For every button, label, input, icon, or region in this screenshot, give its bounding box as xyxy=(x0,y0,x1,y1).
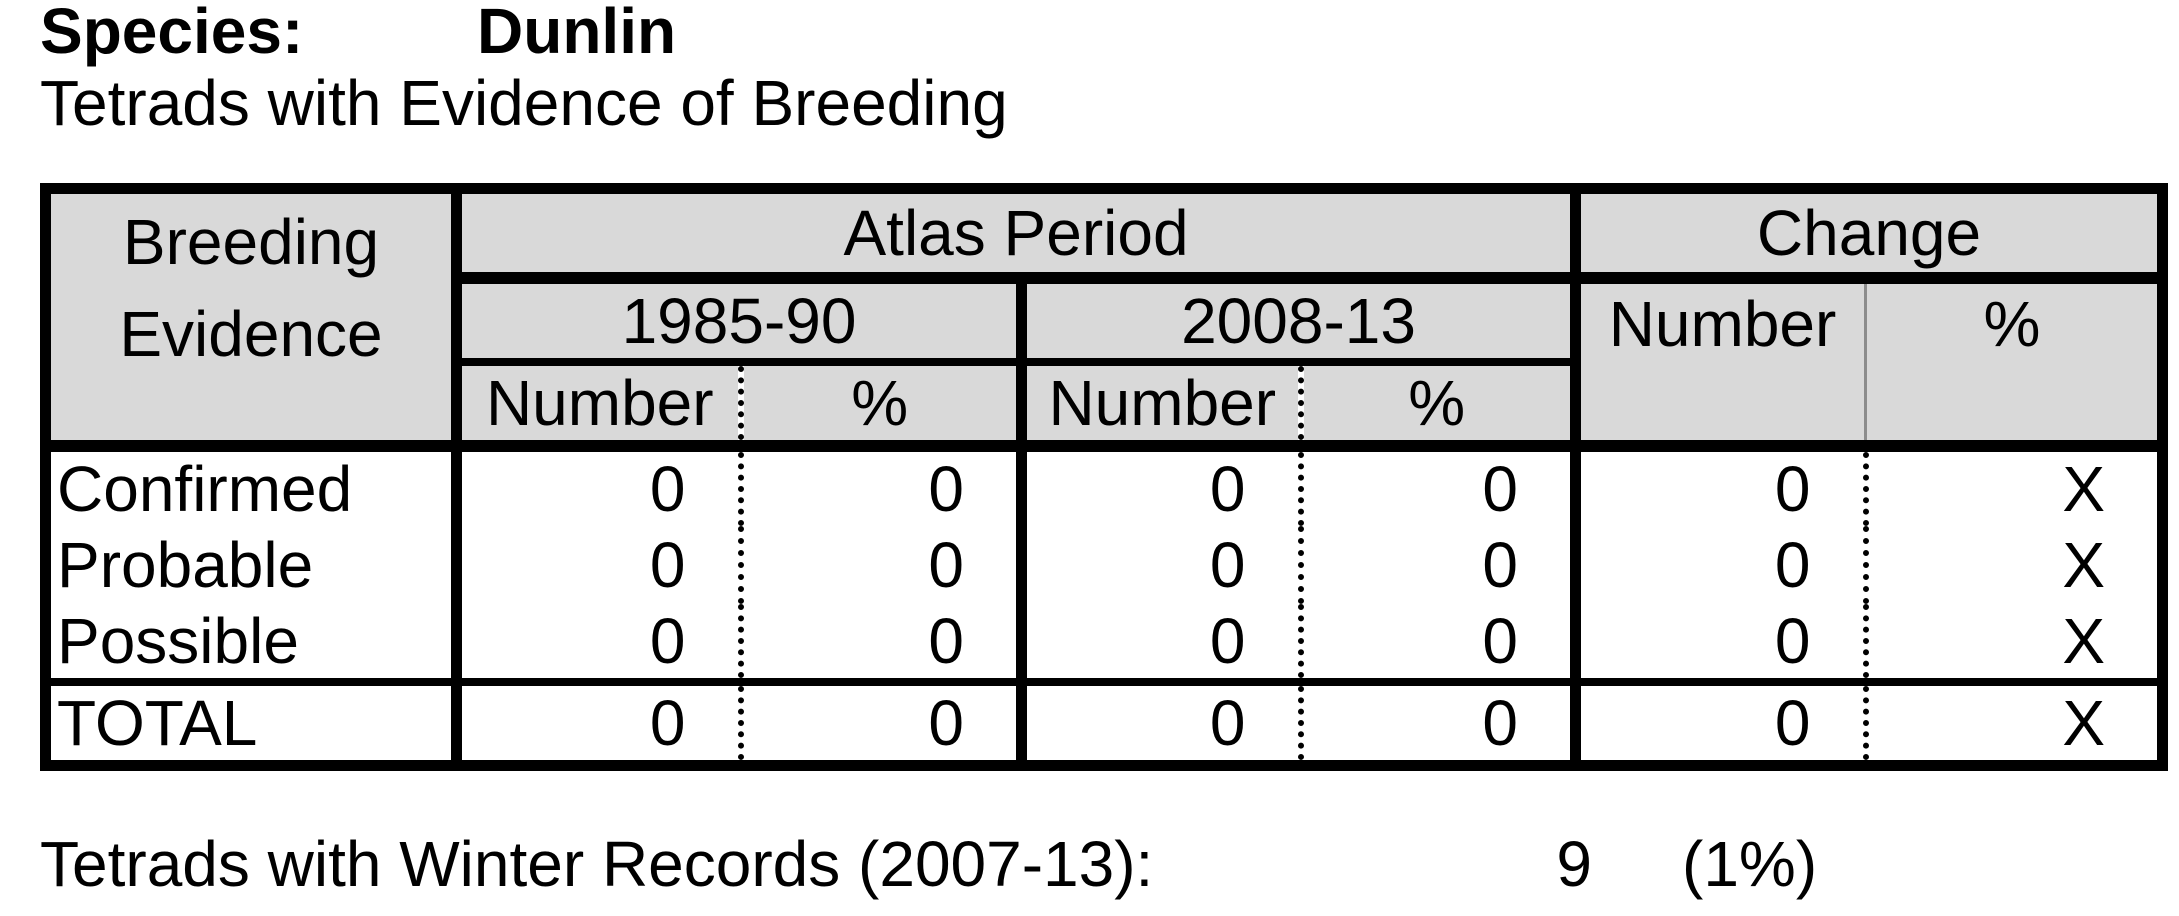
header-row-3: Number % Number % xyxy=(46,361,2163,452)
col-header-breeding-evidence: Breeding Evidence xyxy=(45,188,457,452)
col-header-p1-number: Number xyxy=(451,361,741,452)
col-header-change-number: Number xyxy=(1570,277,1866,452)
cell-total-change-percent: X xyxy=(1862,681,2163,765)
cell-probable-p2-percent: 0 xyxy=(1297,525,1576,604)
table-row-confirmed: Confirmed 0 0 0 0 0 X xyxy=(46,445,2163,526)
table-row-probable: Probable 0 0 0 0 0 X xyxy=(46,525,2163,604)
col-header-period-1985-90: 1985-90 xyxy=(451,277,1022,366)
cell-confirmed-p2-percent: 0 xyxy=(1297,445,1576,526)
header-row-2: 1985-90 2008-13 Number % xyxy=(46,277,2163,452)
col-header-change-percent: % xyxy=(1864,277,2163,452)
cell-probable-p2-number: 0 xyxy=(1016,525,1301,604)
row-label-total: TOTAL xyxy=(57,686,258,759)
cell-confirmed-p1-number: 0 xyxy=(451,445,741,526)
cell-confirmed-change-percent: X xyxy=(1862,445,2163,526)
cell-possible-change-number: 0 xyxy=(1570,603,1866,686)
cell-possible-change-percent: X xyxy=(1862,603,2163,686)
winter-records-value: 9 xyxy=(1556,828,1592,900)
cell-possible-p2-number: 0 xyxy=(1016,603,1301,686)
cell-possible-p2-percent: 0 xyxy=(1297,603,1576,686)
col-header-p1-percent: % xyxy=(737,361,1022,452)
winter-records-line: Tetrads with Winter Records (2007-13): 9 (… xyxy=(40,828,1817,900)
header-row-1: Breeding Evidence Atlas Period Change xyxy=(45,188,2163,452)
cell-probable-change-number: 0 xyxy=(1570,525,1866,604)
row-label-confirmed: Confirmed xyxy=(57,452,353,525)
cell-confirmed-change-number: 0 xyxy=(1570,445,1866,526)
breeding-evidence-line1: Breeding xyxy=(122,206,380,278)
cell-confirmed-p2-number: 0 xyxy=(1016,445,1301,526)
table-row-possible: Possible 0 0 0 0 0 X xyxy=(45,603,2163,686)
table-row-total: TOTAL 0 0 0 0 0 X xyxy=(46,681,2163,765)
cell-probable-p1-percent: 0 xyxy=(737,525,1022,604)
winter-records-label: Tetrads with Winter Records (2007-13): xyxy=(40,828,1154,900)
cell-total-p2-percent: 0 xyxy=(1297,681,1576,765)
species-label: Species: xyxy=(40,0,304,67)
row-label-probable: Probable xyxy=(57,528,314,601)
cell-total-p1-number: 0 xyxy=(451,681,741,765)
col-header-atlas-period: Atlas Period xyxy=(451,188,1576,284)
col-header-p2-percent: % xyxy=(1297,361,1576,452)
species-value: Dunlin xyxy=(477,0,677,67)
col-header-period-2008-13: 2008-13 xyxy=(1016,277,1576,366)
breeding-evidence-line2: Evidence xyxy=(119,298,383,370)
cell-total-p2-number: 0 xyxy=(1016,681,1301,765)
col-header-p2-number: Number xyxy=(1016,361,1301,452)
row-label-possible: Possible xyxy=(45,603,457,686)
cell-possible-p1-percent: 0 xyxy=(737,603,1022,686)
cell-confirmed-p1-percent: 0 xyxy=(737,445,1022,526)
winter-records-percent: (1%) xyxy=(1682,828,1818,900)
species-line: Species: Dunlin xyxy=(40,0,676,67)
breeding-evidence-table: Breeding Evidence Atlas Period Change 19… xyxy=(40,183,2168,771)
cell-total-change-number: 0 xyxy=(1570,681,1866,765)
col-header-change: Change xyxy=(1570,188,2163,284)
cell-total-p1-percent: 0 xyxy=(737,681,1022,765)
cell-probable-change-percent: X xyxy=(1862,525,2163,604)
cell-probable-p1-number: 0 xyxy=(451,525,741,604)
cell-possible-p1-number: 0 xyxy=(451,603,741,686)
table-caption: Tetrads with Evidence of Breeding xyxy=(40,67,1008,139)
